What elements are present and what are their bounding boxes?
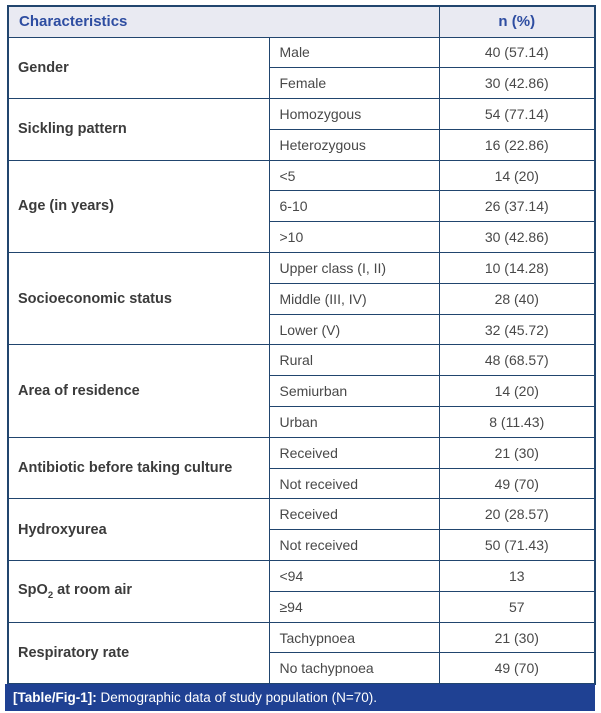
group-label-gender: Gender (7, 36, 270, 100)
category-cell: Tachypnoea (268, 621, 440, 654)
category-cell: ≥94 (268, 590, 440, 623)
category-cell: Rural (268, 344, 440, 377)
caption-text: Demographic data of study population (N=… (96, 690, 378, 705)
value-cell: 28 (40) (438, 282, 596, 315)
group-label-antibiotic-before-culture: Antibiotic before taking culture (7, 436, 270, 500)
table-row: Sickling pattern Homozygous 54 (77.14) (7, 98, 596, 161)
category-cell: Not received (268, 529, 440, 562)
group-label-respiratory-rate: Respiratory rate (7, 621, 270, 685)
group-label-sickling-pattern: Sickling pattern (7, 98, 270, 161)
table-row: >10 30 (42.86) (8, 221, 596, 254)
category-cell: <5 (268, 159, 440, 192)
category-cell: Female (268, 67, 440, 100)
value-cell: 50 (71.43) (438, 529, 596, 562)
category-cell: No tachypnoea (268, 652, 440, 685)
table-row: Semiurban 14 (20) (8, 375, 596, 408)
value-cell: 48 (68.57) (438, 344, 596, 377)
table-row: Gender Male 40 (57.14) (7, 36, 596, 100)
group-label-socioeconomic-status: Socioeconomic status (7, 252, 270, 346)
value-cell: 14 (20) (438, 159, 596, 192)
group-label-spo2-room-air: SpO2 at room air (7, 560, 270, 623)
table-row: 6-10 26 (37.14) (8, 190, 596, 223)
value-cell: 26 (37.14) (438, 190, 596, 223)
category-cell: Semiurban (268, 375, 440, 408)
table-caption-bar: [Table/Fig-1]: Demographic data of study… (5, 684, 595, 711)
category-cell: Not received (268, 467, 440, 500)
value-cell: 14 (20) (438, 375, 596, 408)
value-cell: 10 (14.28) (438, 252, 596, 284)
table-row: Urban 8 (11.43) (8, 406, 596, 438)
table-row: Hydroxyurea Received 20 (28.57) (7, 498, 596, 562)
value-cell: 13 (438, 560, 596, 592)
value-cell: 30 (42.86) (438, 67, 596, 100)
table-row: Female 30 (42.86) (8, 67, 596, 100)
category-cell: 6-10 (268, 190, 440, 223)
value-cell: 20 (28.57) (438, 498, 596, 531)
value-cell: 8 (11.43) (438, 406, 596, 438)
table-row: Area of residence Rural 48 (68.57) (7, 344, 596, 438)
value-cell: 57 (438, 590, 596, 623)
category-cell: Homozygous (268, 98, 440, 130)
value-cell: 21 (30) (438, 621, 596, 654)
category-cell: Middle (III, IV) (268, 282, 440, 315)
value-cell: 32 (45.72) (438, 313, 596, 346)
column-header-characteristics: Characteristics (7, 5, 440, 38)
value-cell: 16 (22.86) (438, 128, 596, 161)
category-cell: >10 (268, 221, 440, 254)
category-cell: <94 (268, 560, 440, 592)
category-cell: Received (268, 498, 440, 531)
value-cell: 21 (30) (438, 436, 596, 469)
table-row: No tachypnoea 49 (70) (8, 652, 596, 685)
spo2-label-rest: at room air (53, 581, 133, 598)
table-row: Age (in years) <5 14 (20) (7, 159, 596, 254)
spo2-label-subscript: 2 (47, 589, 54, 601)
table-row: Respiratory rate Tachypnoea 21 (30) (7, 621, 596, 685)
category-cell: Lower (V) (268, 313, 440, 346)
value-cell: 40 (57.14) (438, 36, 596, 69)
value-cell: 54 (77.14) (438, 98, 596, 130)
value-cell: 30 (42.86) (438, 221, 596, 254)
table-row: ≥94 57 (8, 590, 596, 623)
group-label-area-of-residence: Area of residence (7, 344, 270, 438)
group-label-hydroxyurea: Hydroxyurea (7, 498, 270, 562)
table-row: Not received 50 (71.43) (8, 529, 596, 562)
table-row: Lower (V) 32 (45.72) (8, 313, 596, 346)
spo2-label-base: SpO (18, 581, 48, 598)
category-cell: Urban (268, 406, 440, 438)
category-cell: Heterozygous (268, 128, 440, 161)
column-header-n-percent: n (%) (438, 5, 596, 38)
value-cell: 49 (70) (438, 467, 596, 500)
table-row: Antibiotic before taking culture Receive… (7, 436, 596, 500)
caption-tag: [Table/Fig-1]: (13, 690, 97, 705)
table-row: Socioeconomic status Upper class (I, II)… (7, 252, 596, 346)
value-cell: 49 (70) (438, 652, 596, 685)
demographic-table: Characteristics n (%) Gender Male 40 (57… (7, 5, 596, 685)
table-row: Middle (III, IV) 28 (40) (8, 282, 596, 315)
category-cell: Upper class (I, II) (268, 252, 440, 284)
table-row: SpO2 at room air <94 13 (7, 560, 596, 623)
group-label-age: Age (in years) (7, 159, 270, 254)
category-cell: Male (268, 36, 440, 69)
table-header-row: Characteristics n (%) (7, 5, 596, 38)
category-cell: Received (268, 436, 440, 469)
demographic-table-container: Characteristics n (%) Gender Male 40 (57… (7, 5, 596, 685)
